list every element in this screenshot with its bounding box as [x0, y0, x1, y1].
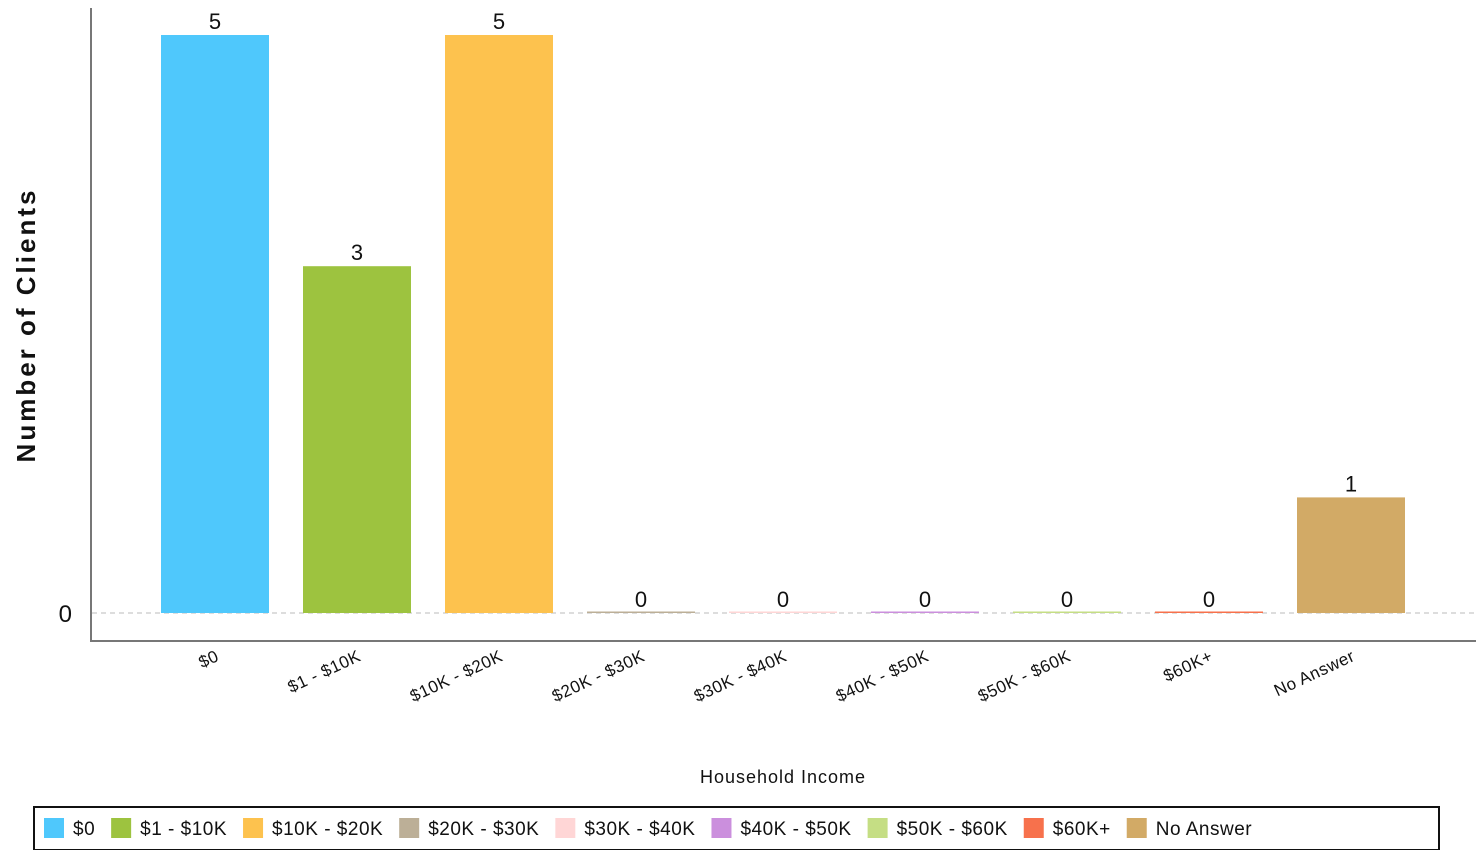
legend-label-8: No Answer	[1156, 819, 1253, 840]
x-tick-label-1: $1 - $10K	[285, 646, 364, 696]
data-label-1: 3	[351, 240, 363, 265]
legend-label-2: $10K - $20K	[272, 819, 383, 840]
legend-label-4: $30K - $40K	[584, 819, 695, 840]
legend-label-0: $0	[73, 819, 95, 840]
legend-swatch-7	[1023, 818, 1044, 838]
bar-1	[303, 266, 411, 613]
x-tick-label-2: $10K - $20K	[407, 646, 506, 706]
data-label-3: 0	[635, 587, 647, 612]
legend-swatch-4	[555, 818, 576, 838]
bar-2	[445, 35, 553, 613]
x-tick-label-6: $50K - $60K	[975, 646, 1074, 706]
data-label-0: 5	[209, 9, 221, 34]
legend-swatch-8	[1126, 818, 1147, 838]
legend-swatch-1	[111, 818, 132, 838]
data-label-4: 0	[777, 587, 789, 612]
axes	[90, 8, 1476, 642]
x-tick-label-4: $30K - $40K	[691, 646, 790, 706]
y-tick-label-0: 0	[59, 601, 72, 628]
data-label-2: 5	[493, 9, 505, 34]
data-labels: 5 3 5 0 0 0 0 0 1	[209, 9, 1357, 612]
data-label-6: 0	[1061, 587, 1073, 612]
legend-swatch-0	[44, 818, 64, 838]
legend-label-7: $60K+	[1053, 819, 1111, 840]
legend-label-1: $1 - $10K	[140, 819, 227, 840]
y-axis-title: Number of Clients	[11, 188, 41, 463]
legend-label-6: $50K - $60K	[897, 819, 1008, 840]
x-tick-labels: $0 $1 - $10K $10K - $20K $20K - $30K $30K - …	[196, 646, 1358, 706]
bar-7	[1155, 611, 1263, 613]
bar-0	[161, 35, 269, 613]
legend-swatch-5	[711, 818, 732, 838]
bar-4	[729, 611, 837, 613]
x-axis-title: Household Income	[700, 767, 866, 787]
x-tick-label-3: $20K - $30K	[549, 646, 648, 706]
x-tick-label-7: $60K+	[1160, 646, 1215, 685]
bar-8	[1297, 497, 1405, 613]
bar-5	[871, 611, 979, 613]
legend-swatch-3	[399, 818, 420, 838]
x-tick-label-8: No Answer	[1271, 646, 1358, 700]
legend: $0 $1 - $10K $10K - $20K $20K - $30K $30K - …	[33, 806, 1440, 850]
bar-3	[587, 611, 695, 613]
legend-label-5: $40K - $50K	[740, 819, 851, 840]
data-label-8: 1	[1345, 471, 1357, 496]
data-label-7: 0	[1203, 587, 1215, 612]
x-tick-label-5: $40K - $50K	[833, 646, 932, 706]
legend-label-3: $20K - $30K	[428, 819, 539, 840]
x-tick-label-0: $0	[196, 646, 222, 672]
legend-swatch-2	[243, 818, 264, 838]
bars	[161, 35, 1405, 613]
y-tick-labels: 0	[59, 601, 72, 628]
data-label-5: 0	[919, 587, 931, 612]
legend-frame	[33, 806, 1440, 850]
bar-6	[1013, 611, 1121, 613]
legend-swatch-6	[867, 818, 888, 838]
